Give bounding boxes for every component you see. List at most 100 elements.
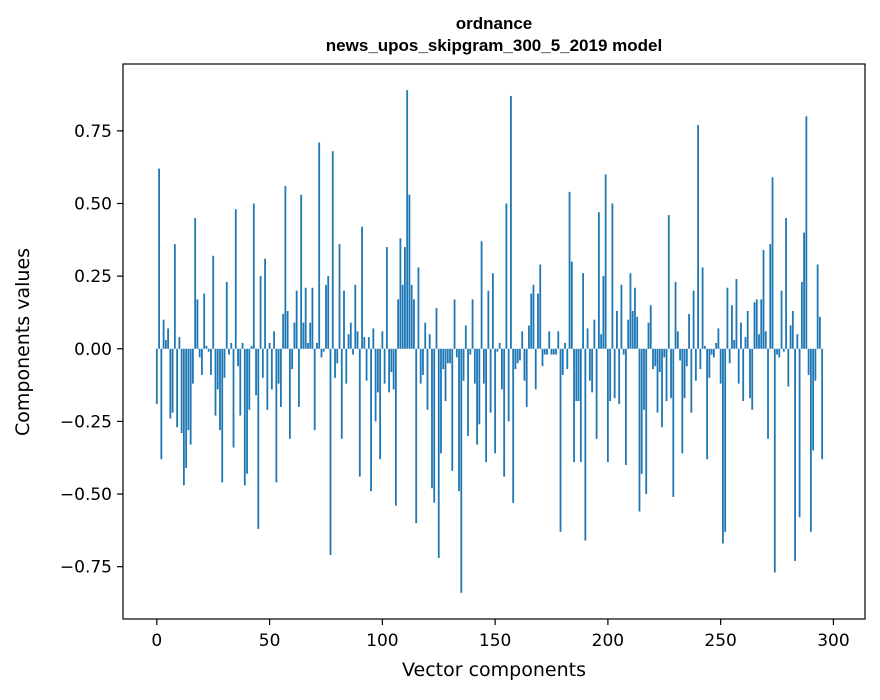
bar-22 <box>205 345 208 349</box>
bar-81 <box>338 244 341 349</box>
bar-61 <box>293 322 296 349</box>
bar-40 <box>246 348 248 474</box>
bar-216 <box>643 348 645 410</box>
bar-7 <box>171 348 174 413</box>
x-tick-label: 0 <box>151 631 162 651</box>
bar-288 <box>805 116 808 349</box>
bar-28 <box>219 348 221 431</box>
bar-205 <box>618 348 621 404</box>
bar-177 <box>555 348 557 355</box>
bar-113 <box>410 284 413 349</box>
bar-202 <box>611 203 614 349</box>
bar-8 <box>173 244 176 349</box>
bar-244 <box>706 348 709 460</box>
bar-17 <box>194 218 197 349</box>
bar-277 <box>780 290 783 349</box>
bar-250 <box>719 348 722 384</box>
bar-11 <box>180 348 183 434</box>
bar-149 <box>491 273 494 349</box>
bar-172 <box>543 348 546 355</box>
bar-188 <box>579 348 582 463</box>
bar-206 <box>620 284 623 349</box>
bar-269 <box>762 249 765 349</box>
bar-184 <box>570 261 573 349</box>
bar-47 <box>261 348 264 378</box>
bar-138 <box>467 348 469 436</box>
bar-271 <box>767 348 769 439</box>
bar-210 <box>629 273 632 349</box>
bar-33 <box>230 342 233 349</box>
bar-175 <box>550 348 553 355</box>
bar-62 <box>295 290 298 349</box>
bar-80 <box>336 348 339 364</box>
bar-43 <box>252 203 255 349</box>
bar-122 <box>431 348 433 489</box>
bar-51 <box>270 348 273 390</box>
y-tick-label: −0.50 <box>60 485 112 505</box>
bar-56 <box>282 313 285 349</box>
bar-29 <box>221 348 224 483</box>
bar-243 <box>703 345 706 349</box>
bar-133 <box>455 348 458 358</box>
bar-279 <box>785 218 787 349</box>
bar-76 <box>327 276 330 349</box>
bar-217 <box>645 348 648 495</box>
bar-166 <box>530 293 533 349</box>
axes-group: 0 50 100 150 200 250 300 −0.75 −0.50 −0.25 0.00 0.2… <box>60 63 866 651</box>
bar-257 <box>735 279 738 349</box>
bar-86 <box>349 322 352 349</box>
bar-100 <box>381 331 384 349</box>
bar-54 <box>277 348 280 384</box>
y-tick-label: 0.25 <box>74 267 112 287</box>
bar-151 <box>496 348 499 352</box>
x-tick-label: 100 <box>366 631 398 651</box>
bar-0 <box>155 348 158 404</box>
x-tick-label: 150 <box>479 631 511 651</box>
bar-213 <box>636 316 639 349</box>
bar-137 <box>464 325 467 349</box>
bar-268 <box>760 299 763 349</box>
bar-134 <box>458 348 460 492</box>
bar-280 <box>787 348 790 387</box>
bar-247 <box>712 348 715 358</box>
bar-89 <box>356 331 359 349</box>
bar-150 <box>494 348 497 454</box>
bar-71 <box>316 342 318 349</box>
bar-103 <box>388 348 391 393</box>
bar-209 <box>627 319 630 349</box>
bar-264 <box>751 348 754 410</box>
bar-5 <box>167 328 169 349</box>
bar-154 <box>503 348 506 477</box>
bar-83 <box>343 290 345 349</box>
bar-251 <box>722 348 724 544</box>
bar-262 <box>746 310 749 349</box>
bar-115 <box>415 348 418 524</box>
bar-170 <box>539 264 542 349</box>
bar-214 <box>638 348 641 512</box>
chart-subtitle: news_upos_skipgram_300_5_2019 model <box>326 36 662 55</box>
bar-4 <box>164 340 167 349</box>
bar-37 <box>239 348 242 416</box>
bar-204 <box>616 310 618 349</box>
bar-164 <box>525 348 528 407</box>
bar-147 <box>487 290 490 349</box>
bar-99 <box>379 348 381 460</box>
bar-157 <box>510 95 512 349</box>
bar-203 <box>613 348 616 399</box>
bar-145 <box>482 348 485 384</box>
bar-272 <box>769 244 772 349</box>
bar-198 <box>602 276 605 349</box>
x-tick-label: 50 <box>259 631 281 651</box>
bar-140 <box>471 299 474 349</box>
bar-200 <box>606 348 609 463</box>
y-axis-label: Components values <box>12 248 34 436</box>
bar-130 <box>449 348 451 364</box>
bar-26 <box>214 348 217 416</box>
bar-135 <box>460 348 463 593</box>
bar-201 <box>609 348 612 402</box>
bar-32 <box>228 348 230 355</box>
bar-143 <box>478 348 481 425</box>
bar-142 <box>476 348 478 445</box>
bar-67 <box>307 342 309 349</box>
bar-126 <box>440 348 442 454</box>
